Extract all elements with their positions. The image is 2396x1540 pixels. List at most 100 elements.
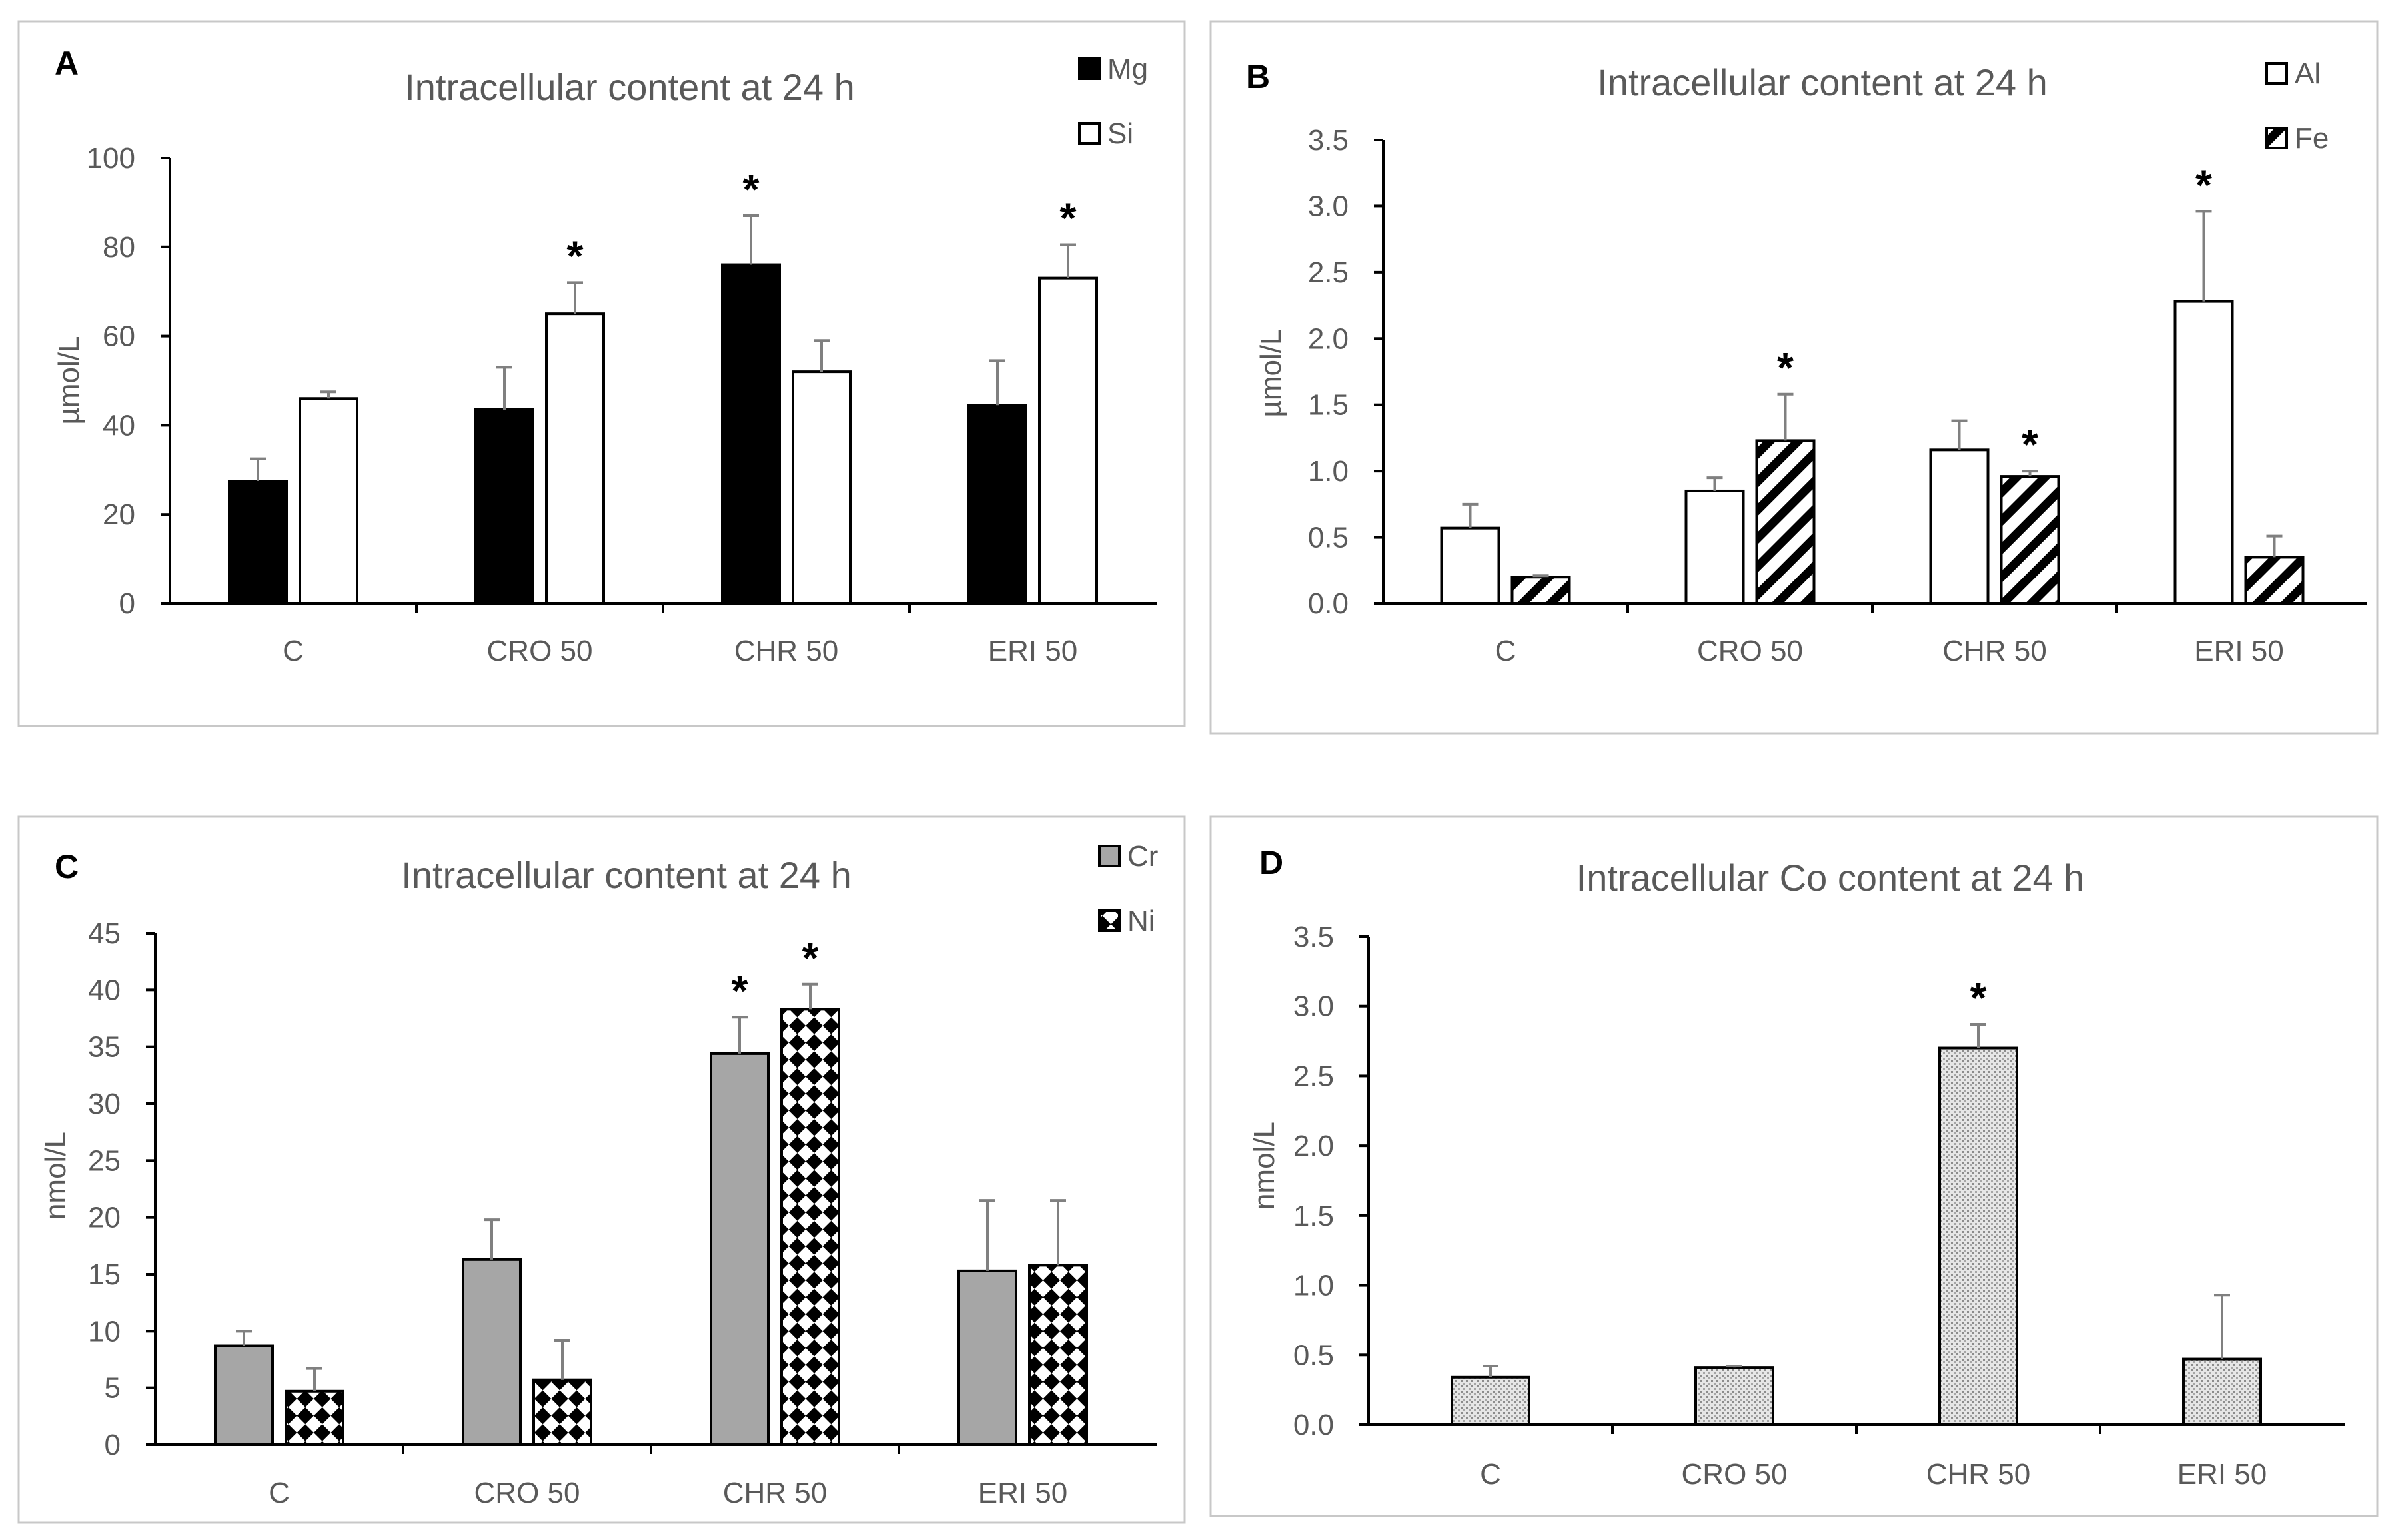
error-bar (2195, 210, 2212, 302)
y-tick-label: 1.0 (1308, 455, 1349, 488)
x-tick-label: ERI 50 (2177, 1458, 2267, 1491)
error-bar (1951, 419, 1968, 450)
error-bar (1060, 243, 1076, 278)
bar-mg (474, 408, 534, 605)
y-tick-label: 20 (103, 498, 135, 531)
error-bar (554, 1338, 570, 1380)
y-tick-label: 80 (103, 231, 135, 264)
chart-title: Intracellular content at 24 h (1597, 61, 2048, 103)
panel-letter: A (55, 45, 79, 82)
y-tick-label: 10 (88, 1315, 121, 1348)
y-tick-label: 0 (105, 1429, 121, 1461)
error-bar (236, 1330, 252, 1346)
panel-letter: C (55, 848, 79, 885)
bar-si (792, 370, 852, 605)
bar-al (1440, 526, 1500, 605)
bar-cr (710, 1052, 770, 1446)
legend-swatch-si (1078, 122, 1101, 145)
legend-label-mg: Mg (1107, 53, 1148, 85)
bar-mg (721, 263, 781, 605)
y-tick-label: 5 (105, 1372, 121, 1405)
y-tick-label: 35 (88, 1031, 121, 1064)
y-tick-label: 2.5 (1293, 1060, 1334, 1092)
error-bar (1483, 1365, 1498, 1377)
error-bar (814, 339, 830, 372)
bar-cr (462, 1258, 522, 1447)
bar-al (2173, 300, 2234, 605)
error-bar (743, 214, 759, 265)
y-tick-label: 3.0 (1293, 990, 1334, 1023)
y-tick-label: 1.0 (1293, 1270, 1334, 1302)
error-bar (1532, 574, 1549, 578)
y-axis-title: µmol/L (53, 336, 85, 425)
error-bar (732, 1016, 748, 1054)
significance-star: * (567, 232, 584, 280)
x-tick-label: CHR 50 (1942, 635, 2047, 667)
error-bar (1706, 476, 1723, 491)
significance-star: * (743, 165, 760, 213)
x-tick-label: CRO 50 (1697, 635, 1803, 667)
y-tick-label: 15 (88, 1258, 121, 1291)
legend-label-cr: Cr (1127, 840, 1158, 873)
x-tick-label: C (283, 635, 304, 667)
bar-mg (228, 480, 288, 605)
y-tick-label: 2.0 (1293, 1130, 1334, 1162)
chart-title: Intracellular content at 24 h (404, 66, 855, 108)
error-bar (1726, 1365, 1742, 1368)
error-bar (306, 1367, 322, 1391)
y-tick-label: 100 (87, 142, 135, 175)
significance-star: * (802, 934, 819, 982)
x-tick-label: ERI 50 (988, 635, 1078, 667)
x-tick-label: CHR 50 (734, 635, 839, 667)
panel-c: C Intracellular content at 24 h nmol/L 0 5 10… (17, 815, 1186, 1524)
legend-swatch-mg (1078, 57, 1101, 80)
legend-swatch-cr (1098, 845, 1121, 867)
bar-si (299, 397, 358, 605)
panel-letter: B (1246, 58, 1270, 95)
y-tick-label: 0 (119, 587, 135, 620)
x-tick-label: CRO 50 (1682, 1458, 1788, 1491)
x-tick-label: C (1480, 1458, 1501, 1491)
y-tick-label: 40 (103, 409, 135, 442)
legend-label-ni: Ni (1127, 905, 1155, 937)
error-bar (2214, 1294, 2230, 1359)
error-bar (320, 390, 336, 399)
bar-si (1038, 276, 1098, 605)
error-bar (1777, 392, 1794, 441)
y-axis-title: µmol/L (1255, 329, 1287, 418)
x-tick-label: ERI 50 (978, 1477, 1068, 1509)
bar-ni (780, 1008, 840, 1446)
x-tick-label: ERI 50 (2194, 635, 2284, 667)
y-axis-title: nmol/L (1248, 1122, 1281, 1210)
panel-letter: D (1259, 844, 1283, 881)
y-tick-label: 1.5 (1308, 389, 1349, 422)
y-tick-label: 3.5 (1308, 124, 1349, 157)
panel-b: B Intracellular content at 24 h µmol/L 0.0 0… (1209, 20, 2379, 735)
significance-star: * (732, 966, 748, 1014)
y-tick-label: 3.5 (1293, 921, 1334, 953)
significance-star: * (2022, 420, 2038, 468)
bar-fe (2244, 556, 2305, 605)
bar-ni (532, 1378, 592, 1446)
bar-co (1694, 1366, 1774, 1426)
legend-label-fe: Fe (2295, 122, 2329, 155)
significance-star: * (1777, 344, 1794, 392)
chart-title: Intracellular Co content at 24 h (1576, 857, 2085, 899)
x-tick-label: CRO 50 (474, 1477, 580, 1509)
legend-swatch-al (2265, 62, 2288, 85)
chart-title: Intracellular content at 24 h (401, 854, 852, 896)
x-tick-label: CHR 50 (1926, 1458, 2031, 1491)
significance-star: * (1970, 974, 1987, 1022)
x-tick-label: C (269, 1477, 290, 1509)
significance-star: * (2195, 161, 2212, 208)
significance-star: * (1060, 194, 1077, 242)
panel-d: D Intracellular Co content at 24 h nmol/L 0… (1209, 815, 2379, 1517)
x-tick-label: CHR 50 (723, 1477, 828, 1509)
y-tick-label: 0.0 (1293, 1409, 1334, 1441)
x-tick-label: C (1495, 635, 1516, 667)
error-bar (989, 359, 1005, 406)
bar-al (1929, 448, 1990, 605)
y-axis-title: nmol/L (39, 1132, 72, 1220)
bar-co (2182, 1357, 2262, 1427)
